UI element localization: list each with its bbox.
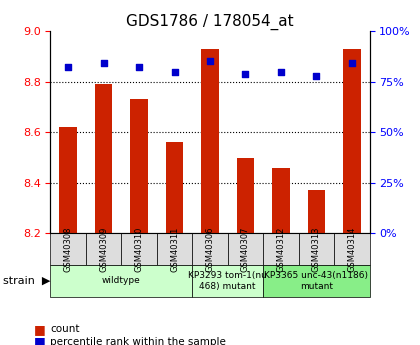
FancyBboxPatch shape [263,265,370,297]
FancyBboxPatch shape [86,234,121,265]
Point [171,69,178,74]
FancyBboxPatch shape [157,234,192,265]
Bar [59,127,77,234]
Bar [307,190,325,234]
Text: GSM40310: GSM40310 [134,227,144,272]
Text: GSM40308: GSM40308 [64,227,73,272]
Point [65,65,71,70]
FancyBboxPatch shape [299,234,334,265]
Bar [130,99,148,234]
Text: GSM40309: GSM40309 [99,227,108,272]
Text: GSM40311: GSM40311 [170,227,179,272]
Point [313,73,320,78]
FancyBboxPatch shape [192,265,263,297]
Bar [343,49,361,234]
Bar [272,168,290,234]
FancyBboxPatch shape [334,234,370,265]
Point [100,61,107,66]
Bar [165,142,184,234]
Text: ■: ■ [34,323,45,336]
FancyBboxPatch shape [192,234,228,265]
Text: count: count [50,325,80,334]
Point [278,69,284,74]
Bar [95,84,113,234]
Text: GSM40307: GSM40307 [241,227,250,272]
Text: ■: ■ [34,335,45,345]
FancyBboxPatch shape [228,234,263,265]
Text: KP3293 tom-1(nu
468) mutant: KP3293 tom-1(nu 468) mutant [188,271,267,290]
Title: GDS1786 / 178054_at: GDS1786 / 178054_at [126,13,294,30]
Text: GSM40312: GSM40312 [276,227,286,272]
Bar [201,49,219,234]
Bar [236,158,255,234]
Text: KP3365 unc-43(n1186)
mutant: KP3365 unc-43(n1186) mutant [265,271,368,290]
Point [207,59,213,64]
Text: GSM40306: GSM40306 [205,227,215,272]
Text: wildtype: wildtype [102,276,141,285]
Text: percentile rank within the sample: percentile rank within the sample [50,337,226,345]
Point [349,61,355,66]
Text: GSM40314: GSM40314 [347,227,356,272]
FancyBboxPatch shape [50,234,86,265]
Point [242,71,249,76]
Text: GSM40313: GSM40313 [312,227,321,272]
Point [136,65,142,70]
Text: strain  ▶: strain ▶ [3,276,50,286]
FancyBboxPatch shape [263,234,299,265]
FancyBboxPatch shape [121,234,157,265]
FancyBboxPatch shape [50,265,192,297]
